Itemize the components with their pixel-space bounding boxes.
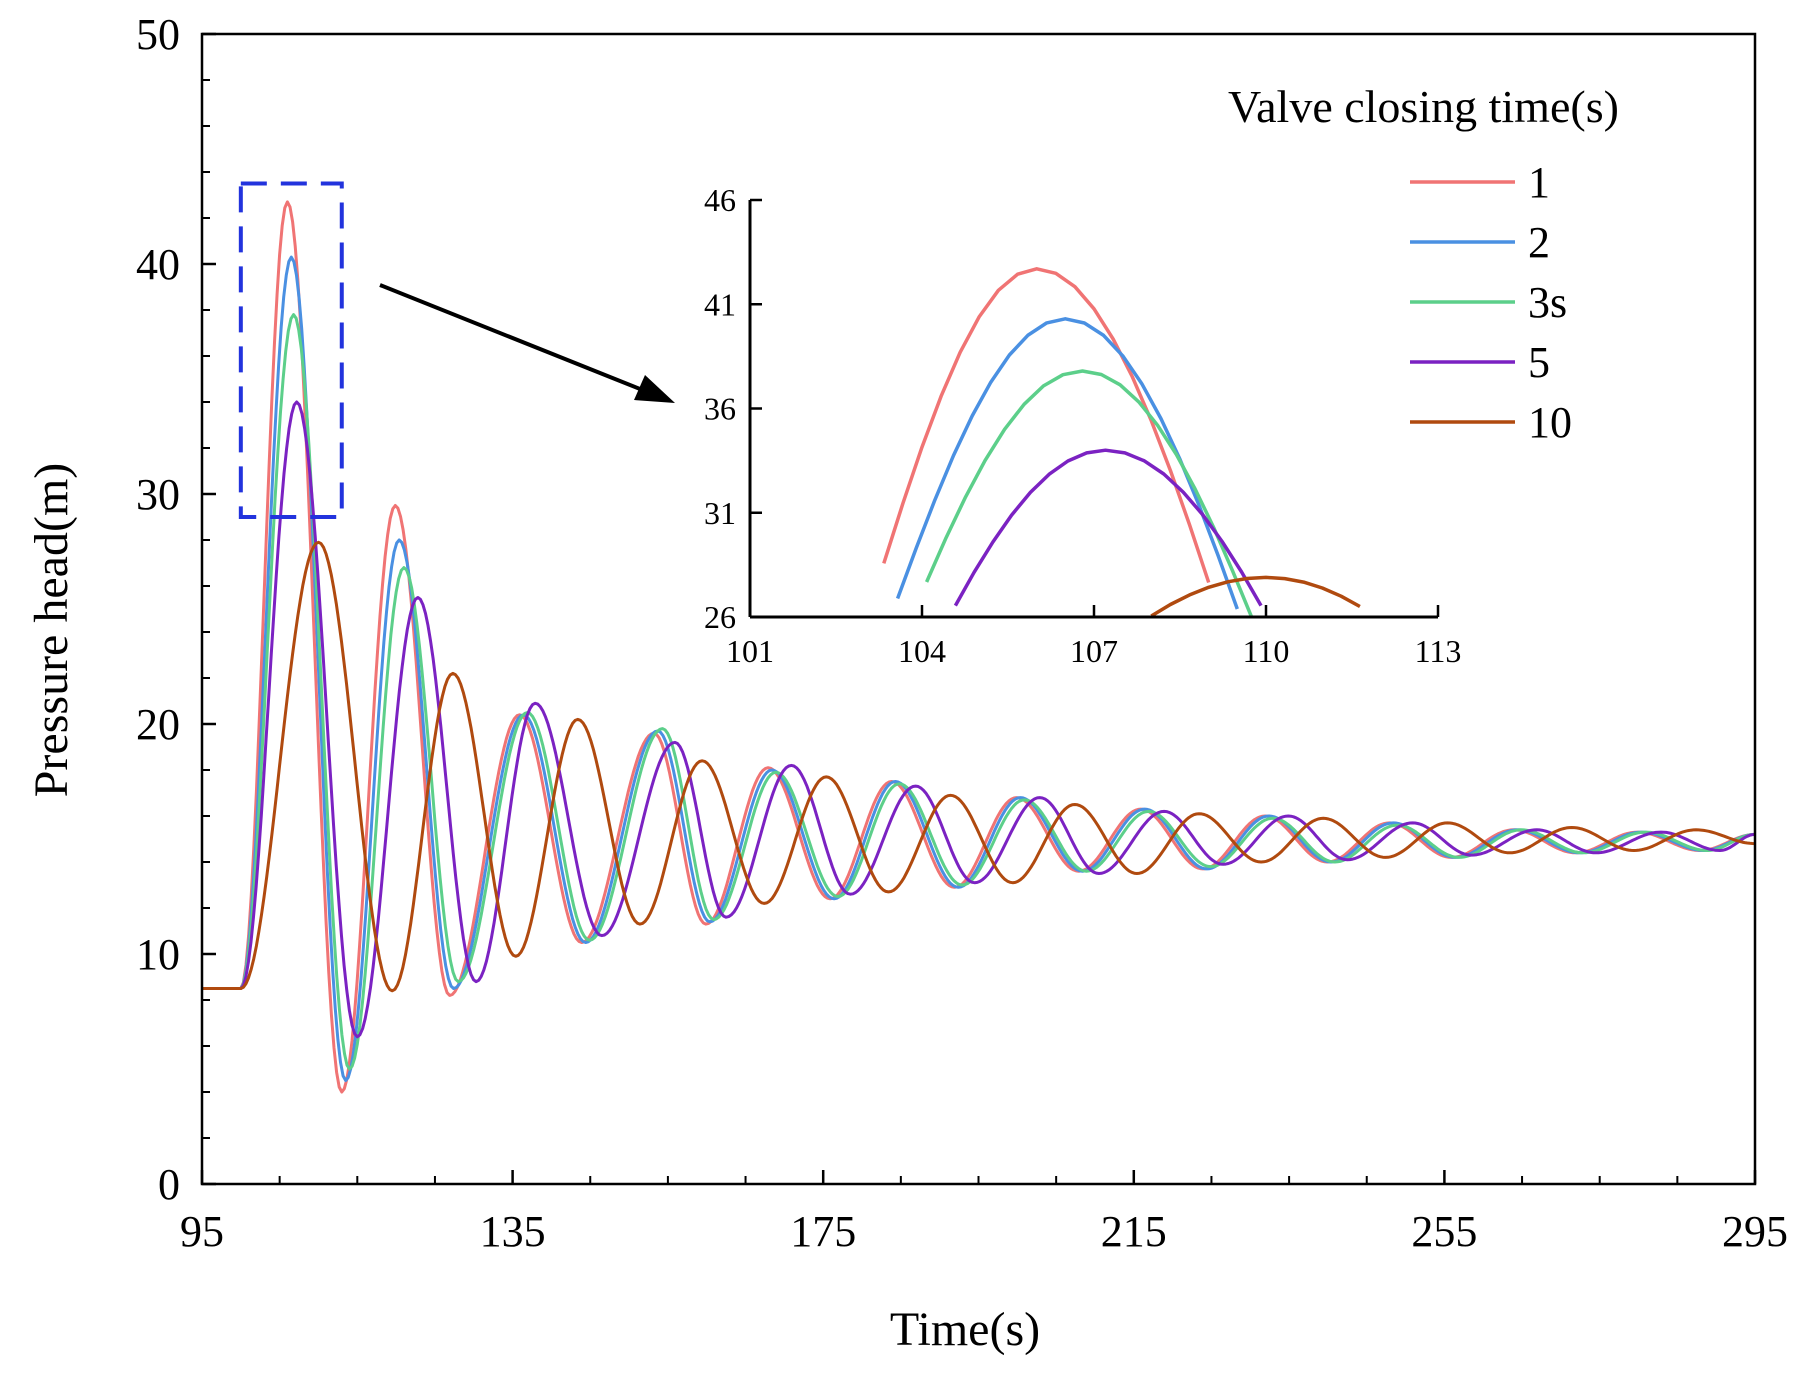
- legend-title: Valve closing time(s): [1228, 81, 1619, 132]
- y-tick-label: 40: [136, 240, 180, 289]
- inset-series-line-10: [1150, 575, 1361, 618]
- x-tick-label: 255: [1411, 1207, 1477, 1256]
- y-tick-label: 10: [136, 930, 180, 979]
- x-axis-title: Time(s): [890, 1303, 1040, 1356]
- y-tick-label: 0: [158, 1160, 180, 1209]
- y-tick-label: 30: [136, 470, 180, 519]
- x-tick-label: 295: [1722, 1207, 1788, 1256]
- inset-series-line-5: [953, 448, 1263, 607]
- zoom-arrow-head: [634, 375, 675, 403]
- zoom-arrow: [379, 283, 656, 397]
- inset-x-tick-label: 113: [1415, 633, 1462, 669]
- x-tick-label: 135: [480, 1207, 546, 1256]
- inset-y-tick-label: 26: [704, 599, 736, 635]
- inset-series-line-3s: [924, 369, 1254, 618]
- x-tick-label: 215: [1101, 1207, 1167, 1256]
- series-line-5: [202, 400, 1756, 1039]
- inset-series-line-1: [882, 267, 1211, 584]
- legend-label-3s: 3s: [1528, 278, 1567, 327]
- inset-series-line-2: [895, 317, 1239, 610]
- legend-label-1: 1: [1528, 158, 1550, 207]
- main-plot-frame: [200, 32, 1757, 1186]
- y-axis-title: Pressure head(m): [25, 463, 78, 798]
- y-tick-label: 50: [136, 10, 180, 59]
- inset-x-tick-label: 104: [898, 633, 946, 669]
- series-line-3s: [202, 313, 1756, 1071]
- legend: 1 2 3s 5 10: [1410, 158, 1572, 447]
- legend-label-10: 10: [1528, 398, 1572, 447]
- legend-label-2: 2: [1528, 218, 1550, 267]
- inset-y-tick-label: 31: [704, 495, 736, 531]
- inset-y-tick-label: 36: [704, 391, 736, 427]
- inset-x-tick-label: 101: [726, 633, 774, 669]
- series-line-2: [202, 255, 1756, 1082]
- series-line-1: [202, 200, 1756, 1094]
- inset-y-tick-label: 46: [704, 182, 736, 218]
- series-line-10: [202, 540, 1756, 993]
- inset-x-tick-label: 107: [1070, 633, 1118, 669]
- zoom-region-box: [238, 181, 344, 519]
- y-tick-label: 20: [136, 700, 180, 749]
- legend-label-5: 5: [1528, 338, 1550, 387]
- x-tick-label: 95: [180, 1207, 224, 1256]
- inset-x-tick-label: 110: [1243, 633, 1290, 669]
- x-tick-label: 175: [790, 1207, 856, 1256]
- inset-y-tick-label: 41: [704, 286, 736, 322]
